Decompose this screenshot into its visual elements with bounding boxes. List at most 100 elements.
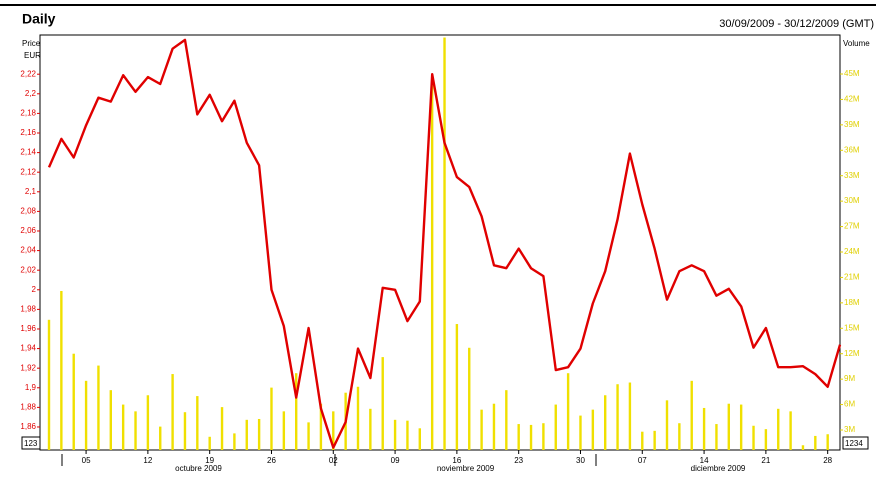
y-tick-label: 2,14 xyxy=(20,148,36,157)
volume-bar xyxy=(492,403,496,450)
volume-bar xyxy=(554,404,557,450)
x-tick-label: 09 xyxy=(391,456,400,465)
volume-bar xyxy=(566,373,570,450)
month-label: octubre 2009 xyxy=(175,464,222,473)
date-range: 30/09/2009 - 30/12/2009 (GMT) xyxy=(719,18,874,30)
volume-bar xyxy=(604,395,607,450)
volume-bar xyxy=(702,407,706,450)
y-tick-label: 1,96 xyxy=(20,324,36,333)
month-label: noviembre 2009 xyxy=(437,464,495,473)
volume-bar xyxy=(121,404,125,450)
chart-title: Daily xyxy=(22,11,56,27)
plot-frame xyxy=(39,34,841,451)
volume-bar xyxy=(134,411,137,450)
x-tick-label: 12 xyxy=(143,456,152,465)
volume-bar xyxy=(752,425,755,450)
volume-bar xyxy=(505,390,508,450)
y-tick-label: 1,88 xyxy=(20,402,36,411)
x-tick-label: 16 xyxy=(452,456,461,465)
volume-bar xyxy=(468,347,471,450)
volume-bar xyxy=(381,357,384,450)
y-unit: EUR xyxy=(24,51,41,60)
volume-bar xyxy=(801,445,805,450)
y-tick-label: 2,08 xyxy=(20,206,36,215)
volume-bar xyxy=(616,384,619,450)
volume-bar xyxy=(60,290,63,450)
volume-bar xyxy=(727,403,730,450)
volume-bar xyxy=(591,409,595,450)
corner-box xyxy=(842,436,869,450)
volume-bar xyxy=(183,412,187,450)
x-tick-label: 19 xyxy=(205,456,214,465)
x-tick-label: 26 xyxy=(267,456,276,465)
volume-bar xyxy=(220,407,224,450)
y2-tick-label: 18M xyxy=(844,298,860,307)
x-tick-label: 28 xyxy=(823,456,832,465)
y-tick-label: 2,22 xyxy=(20,69,36,78)
y-tick-label: 2,04 xyxy=(20,246,36,255)
y2-tick-label: 15M xyxy=(844,323,860,332)
volume-bar xyxy=(369,408,372,450)
volume-bar xyxy=(159,426,162,450)
volume-bar xyxy=(47,319,51,450)
volume-bar xyxy=(455,324,459,450)
volume-bar xyxy=(443,37,446,450)
volume-bar xyxy=(356,386,360,450)
y2-tick-label: 3M xyxy=(844,425,855,434)
x-tick-label: 05 xyxy=(82,456,91,465)
y-tick-label: 2,02 xyxy=(20,265,36,274)
x-tick-label: 30 xyxy=(576,456,585,465)
y-axis-title: Price xyxy=(22,39,41,48)
y2-tick-label: 12M xyxy=(844,349,860,358)
y2-tick-label: 45M xyxy=(844,69,860,78)
corner-label: 123 xyxy=(24,439,38,448)
y2-tick-label: 9M xyxy=(844,374,855,383)
y-tick-label: 2 xyxy=(32,285,37,294)
corner-label: 1234 xyxy=(845,439,863,448)
month-label: diciembre 2009 xyxy=(691,464,746,473)
y2-tick-label: 39M xyxy=(844,120,860,129)
y2-tick-label: 21M xyxy=(844,273,860,282)
volume-bar xyxy=(628,382,632,450)
volume-bar xyxy=(665,400,669,450)
y2-tick-label: 30M xyxy=(844,196,860,205)
volume-bar xyxy=(171,374,174,450)
x-tick-label: 23 xyxy=(514,456,523,465)
y-tick-label: 2,16 xyxy=(20,128,36,137)
volume-bar xyxy=(295,373,298,450)
volume-bar xyxy=(739,404,743,450)
y-tick-label: 1,9 xyxy=(25,383,37,392)
y2-tick-label: 33M xyxy=(844,171,860,180)
y-tick-label: 1,92 xyxy=(20,363,36,372)
volume-bar xyxy=(208,436,211,450)
volume-bar xyxy=(332,411,335,450)
y2-axis-title: Volume xyxy=(843,39,870,48)
volume-bar xyxy=(270,387,273,450)
volume-bar xyxy=(653,430,656,450)
y-tick-label: 2,2 xyxy=(25,89,37,98)
volume-bar xyxy=(196,396,199,450)
volume-bar xyxy=(542,423,545,450)
volume-bar xyxy=(641,431,644,450)
volume-bar xyxy=(233,433,236,450)
volume-bar xyxy=(257,418,261,450)
y-tick-label: 2,1 xyxy=(25,187,37,196)
volume-bar xyxy=(307,422,310,450)
volume-bar xyxy=(826,434,829,450)
volume-bar xyxy=(406,420,409,450)
volume-bar xyxy=(393,419,397,450)
volume-bar xyxy=(480,409,483,450)
volume-bar xyxy=(430,79,434,450)
volume-bar xyxy=(319,403,323,450)
volume-bar xyxy=(789,411,792,450)
volume-bar xyxy=(579,415,582,450)
y-tick-label: 2,12 xyxy=(20,167,36,176)
volume-bar xyxy=(690,380,693,450)
volume-bar xyxy=(245,419,248,450)
y-tick-label: 1,98 xyxy=(20,304,36,313)
volume-bar xyxy=(777,408,780,450)
volume-bar xyxy=(97,365,100,450)
price-line xyxy=(47,38,842,449)
